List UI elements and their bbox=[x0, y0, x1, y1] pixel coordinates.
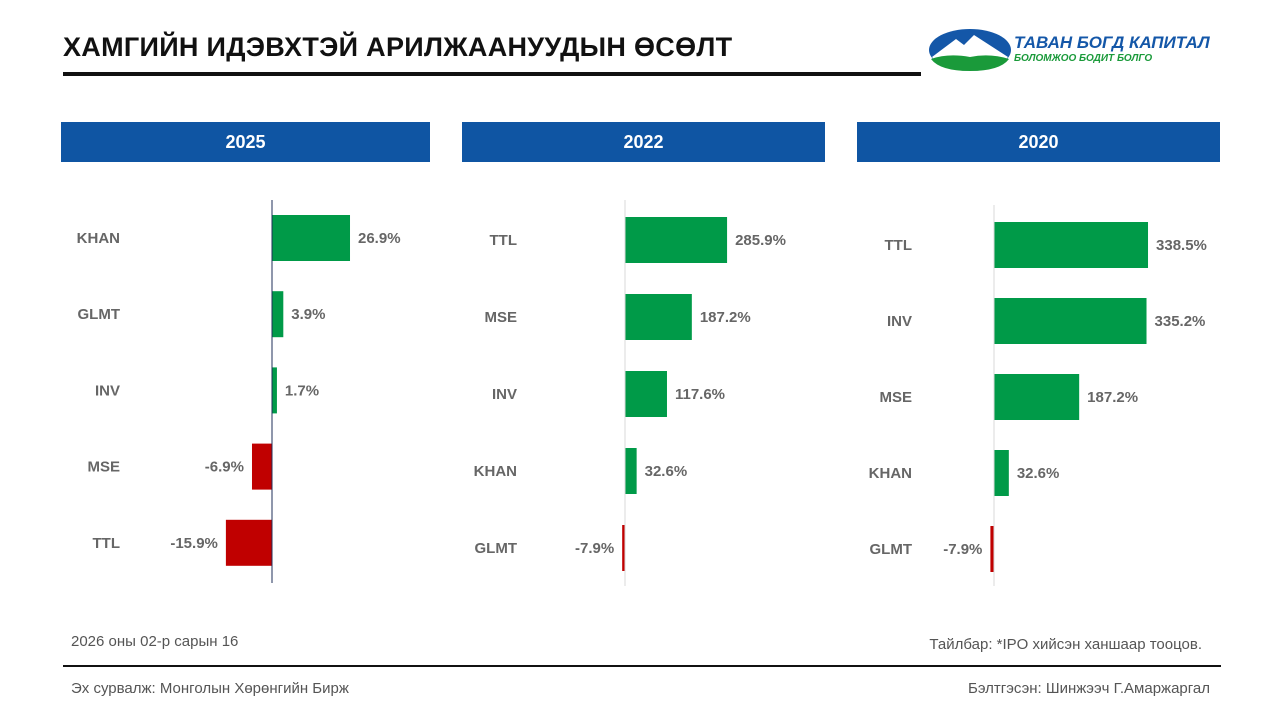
value-label: 335.2% bbox=[1155, 313, 1206, 330]
company-logo: ТАВАН БОГД КАПИТАЛ БОЛОМЖОО БОДИТ БОЛГО bbox=[928, 27, 1218, 73]
category-label: TTL bbox=[93, 535, 121, 552]
bar-mse bbox=[251, 443, 272, 490]
bar-khan bbox=[272, 215, 351, 261]
value-label: 32.6% bbox=[1017, 465, 1060, 482]
value-label: 3.9% bbox=[291, 306, 325, 323]
category-label: GLMT bbox=[475, 540, 518, 557]
value-label: -6.9% bbox=[205, 459, 244, 476]
category-label: INV bbox=[887, 313, 912, 330]
source-text: Эх сурвалж: Монголын Хөрөнгийн Бирж bbox=[71, 680, 349, 697]
value-label: 187.2% bbox=[1087, 389, 1138, 406]
category-label: TTL bbox=[490, 232, 518, 249]
value-label: -7.9% bbox=[575, 540, 614, 557]
bar-ttl bbox=[994, 222, 1149, 268]
category-label: MSE bbox=[879, 389, 912, 406]
title-divider bbox=[63, 72, 921, 76]
value-label: -15.9% bbox=[170, 535, 218, 552]
bar-inv bbox=[272, 367, 277, 414]
chart-header-2020: 2020 bbox=[857, 122, 1220, 162]
bar-glmt bbox=[990, 526, 994, 572]
category-label: MSE bbox=[484, 309, 517, 326]
chart-header-2022: 2022 bbox=[462, 122, 825, 162]
category-label: INV bbox=[95, 382, 120, 399]
category-label: KHAN bbox=[869, 465, 912, 482]
category-label: MSE bbox=[87, 459, 120, 476]
bar-inv bbox=[994, 298, 1147, 344]
mountain-logo-icon bbox=[929, 29, 1011, 71]
value-label: 1.7% bbox=[285, 382, 319, 399]
page-title: ХАМГИЙН ИДЭВХТЭЙ АРИЛЖААНУУДЫН ӨСӨЛТ bbox=[63, 32, 733, 62]
bar-khan bbox=[625, 448, 637, 494]
footer-divider bbox=[63, 665, 1221, 667]
bar-glmt bbox=[272, 291, 284, 338]
logo-name: ТАВАН БОГД КАПИТАЛ bbox=[1014, 33, 1210, 52]
category-label: TTL bbox=[885, 237, 913, 254]
report-date: 2026 оны 02-р сарын 16 bbox=[71, 633, 239, 650]
category-label: INV bbox=[492, 386, 517, 403]
value-label: 187.2% bbox=[700, 309, 751, 326]
value-label: 26.9% bbox=[358, 230, 401, 247]
value-label: -7.9% bbox=[943, 541, 982, 558]
bar-mse bbox=[625, 294, 692, 340]
value-label: 338.5% bbox=[1156, 237, 1207, 254]
bar-ttl bbox=[625, 217, 728, 263]
category-label: GLMT bbox=[78, 306, 121, 323]
logo-tagline: БОЛОМЖОО БОДИТ БОЛГО bbox=[1014, 53, 1153, 64]
bar-inv bbox=[625, 371, 667, 417]
category-label: KHAN bbox=[474, 463, 517, 480]
category-label: KHAN bbox=[77, 230, 120, 247]
value-label: 117.6% bbox=[675, 386, 725, 403]
bar-ttl bbox=[225, 519, 272, 566]
footnote: Тайлбар: *IPO хийсэн ханшаар тооцов. bbox=[929, 636, 1202, 653]
value-label: 32.6% bbox=[645, 463, 688, 480]
bar-mse bbox=[994, 374, 1080, 420]
bar-khan bbox=[994, 450, 1009, 496]
value-label: 285.9% bbox=[735, 232, 786, 249]
chart-header-2025: 2025 bbox=[61, 122, 430, 162]
category-label: GLMT bbox=[870, 541, 913, 558]
bar-glmt bbox=[622, 525, 625, 571]
prepared-by: Бэлтгэсэн: Шинжээч Г.Амаржаргал bbox=[967, 680, 1210, 697]
